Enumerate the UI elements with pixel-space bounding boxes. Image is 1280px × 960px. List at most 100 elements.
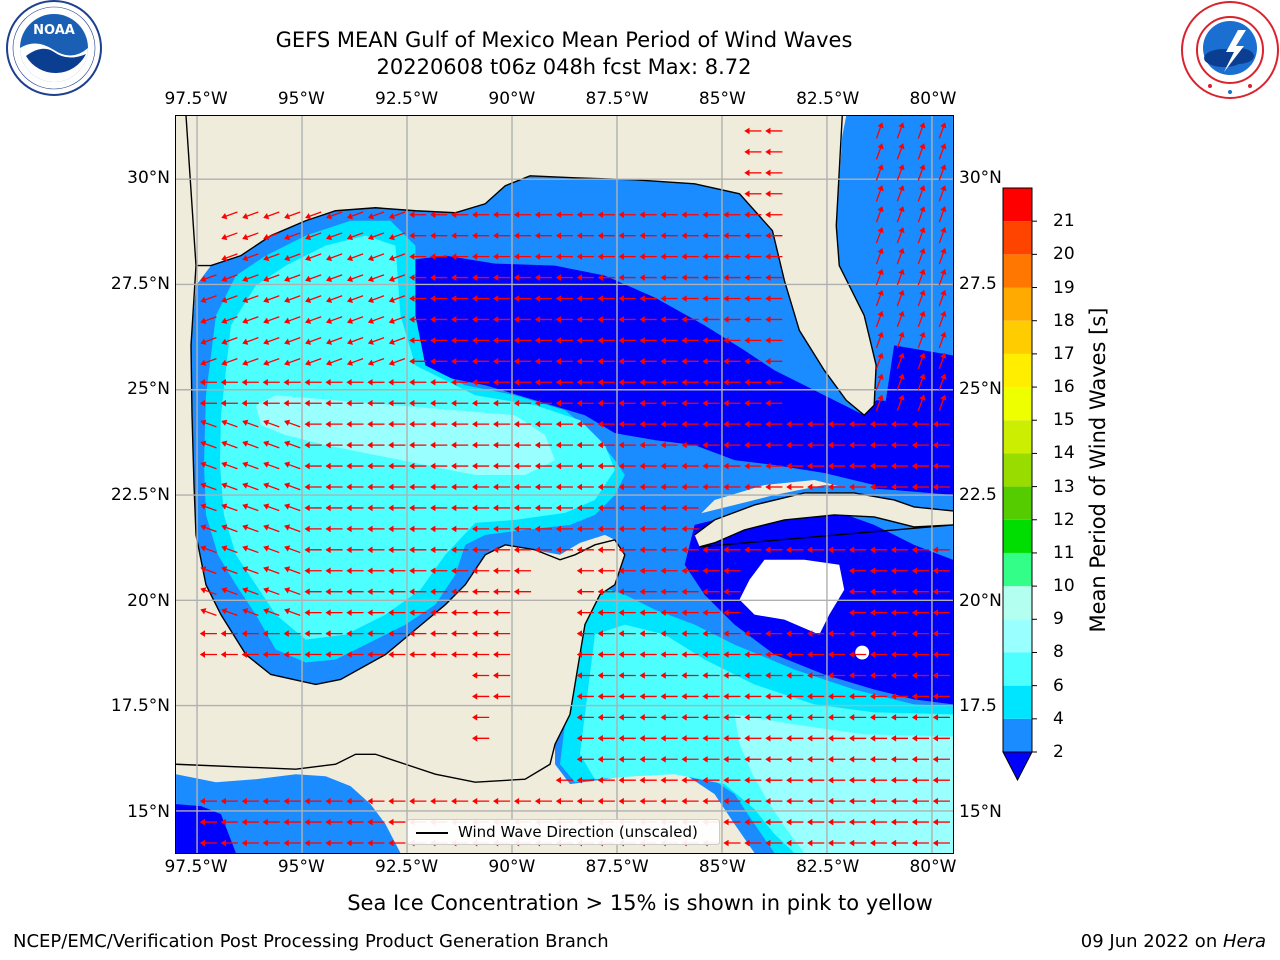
wave-direction-arrowhead — [304, 588, 310, 596]
wave-direction-arrowhead — [681, 420, 687, 428]
wave-direction-arrowhead — [513, 316, 520, 323]
wave-direction-arrowhead — [430, 525, 436, 533]
wave-direction-arrowhead — [723, 714, 729, 721]
wave-direction-arrowhead — [325, 399, 331, 407]
colorbar-segment — [1003, 420, 1032, 454]
wave-direction-arrowhead — [597, 546, 603, 554]
wave-direction-arrowhead — [723, 295, 729, 302]
wave-direction-arrowhead — [849, 609, 855, 616]
wave-direction-arrowhead — [346, 296, 353, 303]
wave-direction-arrowhead — [221, 503, 228, 510]
wave-direction-arrowhead — [451, 274, 457, 281]
wave-direction-arrowhead — [346, 483, 352, 491]
wave-direction-arrowhead — [898, 185, 905, 192]
wave-direction-arrowhead — [492, 609, 499, 616]
wave-direction-arrowhead — [555, 776, 562, 784]
wave-direction-arrowhead — [890, 839, 897, 847]
wave-direction-arrowhead — [681, 253, 687, 260]
wave-direction-arrowhead — [744, 672, 750, 679]
wave-direction-arrowhead — [849, 588, 855, 596]
wave-direction-arrowhead — [221, 566, 228, 573]
wave-direction-arrowhead — [828, 734, 834, 742]
wave-direction-arrowhead — [472, 734, 478, 742]
wave-direction-arrowhead — [765, 483, 771, 491]
wave-direction-arrowhead — [890, 462, 897, 470]
wave-direction-arrowhead — [262, 797, 268, 805]
wave-direction-arrowhead — [305, 212, 312, 220]
wave-direction-arrowhead — [765, 839, 771, 847]
wave-direction-arrowhead — [200, 338, 207, 345]
longitude-label: 87.5°W — [585, 89, 649, 109]
wave-direction-arrowhead — [430, 651, 436, 658]
wave-direction-arrowhead — [576, 441, 582, 449]
wave-direction-arrowhead — [869, 420, 876, 428]
wave-direction-arrowhead — [555, 253, 562, 260]
wave-direction-arrowhead — [513, 588, 520, 596]
wave-direction-arrowhead — [898, 206, 905, 213]
wave-direction-arrowhead — [409, 378, 415, 386]
wave-direction-arrowhead — [346, 588, 352, 596]
wave-direction-arrowhead — [618, 211, 624, 219]
wave-direction-arrowhead — [284, 338, 291, 345]
wave-direction-arrowhead — [807, 734, 813, 742]
wave-direction-arrowhead — [472, 797, 478, 805]
wave-direction-arrowhead — [723, 253, 729, 260]
wave-direction-arrowhead — [660, 399, 666, 407]
wave-direction-arrowhead — [199, 378, 206, 386]
wave-direction-arrowhead — [492, 797, 499, 805]
wave-direction-arrowhead — [919, 143, 926, 150]
wave-direction-arrowhead — [325, 462, 331, 470]
wave-direction-arrowhead — [346, 420, 352, 428]
wave-direction-arrowhead — [618, 714, 624, 721]
wave-direction-arrowhead — [409, 525, 415, 533]
wave-direction-arrowhead — [660, 504, 666, 512]
wave-direction-arrowhead — [451, 399, 457, 407]
wave-direction-arrowhead — [597, 462, 603, 470]
wave-direction-arrowhead — [765, 127, 771, 135]
wave-direction-arrowhead — [263, 296, 270, 303]
wave-direction-arrowhead — [940, 143, 947, 150]
wave-direction-arrowhead — [367, 818, 373, 826]
wave-direction-arrowhead — [325, 275, 333, 283]
wave-direction-arrowhead — [765, 337, 771, 344]
wave-direction-arrowhead — [807, 546, 813, 554]
wave-direction-arrowhead — [639, 441, 645, 449]
wave-direction-arrowhead — [869, 672, 876, 679]
wave-direction-arrowhead — [199, 651, 206, 658]
wave-direction-arrowhead — [388, 546, 394, 554]
wave-direction-arrowhead — [451, 609, 457, 616]
wave-direction-arrowhead — [492, 462, 499, 470]
wave-direction-arrowhead — [911, 462, 918, 470]
wave-direction-arrowhead — [723, 734, 729, 742]
wave-direction-arrowhead — [681, 609, 687, 616]
wave-direction-arrowhead — [702, 337, 708, 344]
wave-direction-arrowhead — [346, 504, 352, 512]
wave-direction-arrowhead — [765, 358, 771, 365]
wave-direction-arrowhead — [744, 797, 750, 805]
wave-direction-arrowhead — [877, 122, 884, 129]
wave-direction-arrowhead — [877, 206, 884, 213]
wave-direction-arrowhead — [639, 462, 645, 470]
wave-direction-arrowhead — [451, 253, 457, 260]
latitude-label: 17.5 — [959, 696, 997, 717]
wave-direction-arrowhead — [263, 233, 270, 241]
wave-direction-arrowhead — [263, 359, 270, 366]
wave-direction-arrowhead — [242, 338, 249, 345]
latitude-label: 22.5°N — [110, 485, 170, 506]
wave-direction-arrowhead — [898, 394, 905, 401]
wave-direction-arrowhead — [660, 358, 666, 365]
wave-direction-arrowhead — [849, 797, 855, 805]
wave-direction-arrowhead — [388, 588, 394, 596]
wave-direction-arrowhead — [597, 441, 603, 449]
wave-direction-arrowhead — [681, 441, 687, 449]
wave-direction-arrowhead — [597, 232, 603, 239]
wave-direction-arrowhead — [681, 295, 687, 302]
wave-direction-arrowhead — [221, 461, 228, 468]
wave-direction-arrowhead — [765, 295, 771, 302]
wave-direction-arrowhead — [430, 399, 436, 407]
wave-direction-arrowhead — [618, 797, 624, 805]
wave-direction-arrowhead — [305, 359, 312, 366]
wave-direction-arrowhead — [618, 546, 624, 554]
wave-direction-arrowhead — [639, 337, 645, 344]
colorbar-segment — [1003, 353, 1032, 388]
